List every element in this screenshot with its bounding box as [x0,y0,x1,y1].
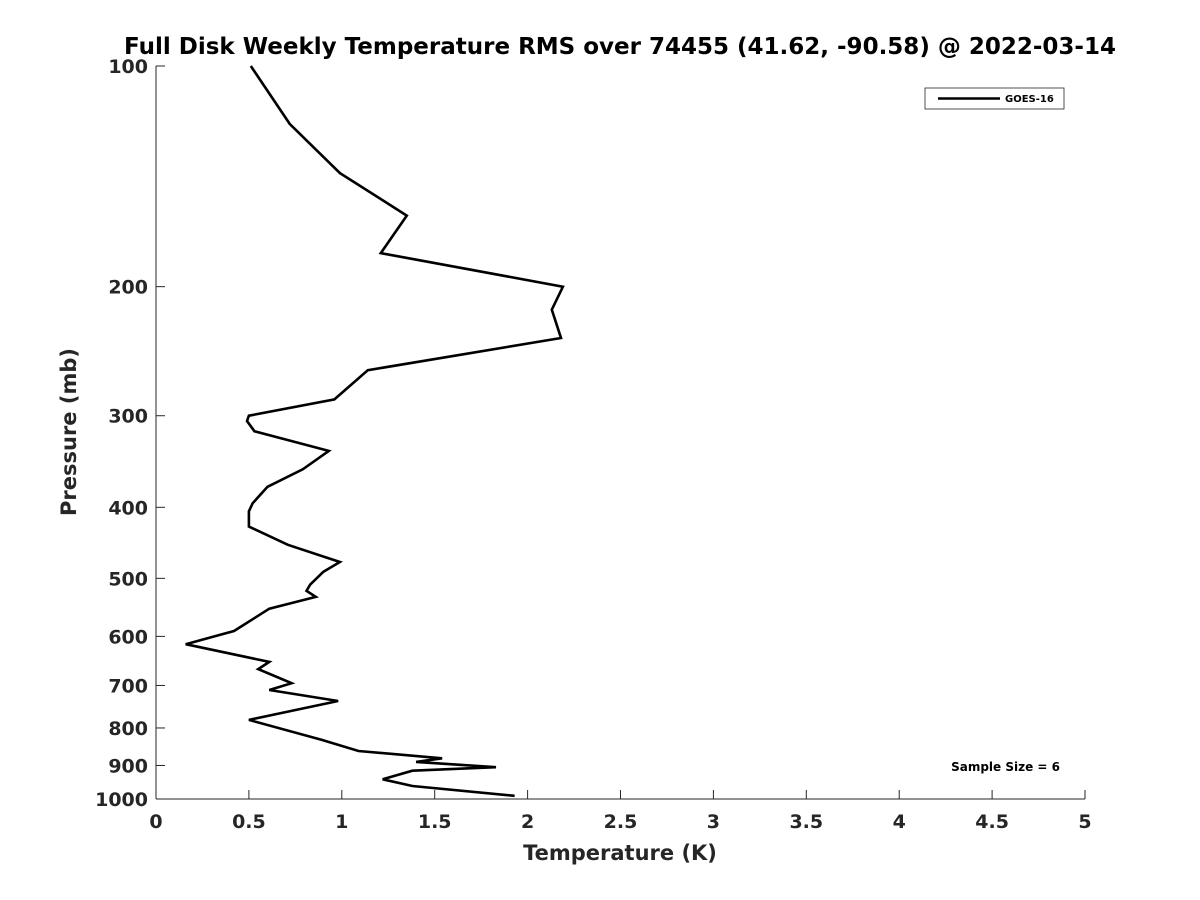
y-tick-label: 900 [108,755,148,777]
legend: GOES-16 [924,87,1065,110]
y-tick-label: 500 [108,568,148,590]
sample-size-annotation: Sample Size = 6 [951,760,1060,774]
legend-label-goes-16: GOES-16 [1005,94,1054,105]
x-tick-label: 3.5 [789,811,823,833]
y-tick-label: 400 [108,497,148,519]
y-tick-label: 200 [108,277,148,299]
x-axis-ticks: 0 0.5 1 1.5 2 2.5 3 3.5 4 4.5 5 [149,790,1092,833]
x-tick-label: 0 [149,811,162,833]
x-tick-label: 4 [893,811,906,833]
x-tick-label: 4.5 [975,811,1009,833]
y-tick-label: 700 [108,675,148,697]
y-tick-label: 800 [108,718,148,740]
x-tick-label: 1 [335,811,348,833]
y-axis-label: Pressure (mb) [57,348,81,516]
x-tick-label: 0.5 [232,811,266,833]
y-tick-label: 600 [108,626,148,648]
y-tick-label: 100 [108,56,148,78]
x-tick-label: 3 [707,811,720,833]
x-tick-label: 5 [1078,811,1091,833]
plot-area [156,66,1085,799]
chart-title: Full Disk Weekly Temperature RMS over 74… [124,34,1116,60]
x-tick-label: 2.5 [604,811,638,833]
y-axis-ticks: 100 200 300 400 500 600 700 800 900 1000 [95,56,165,811]
y-tick-label: 1000 [95,789,148,811]
y-tick-label: 300 [108,406,148,428]
x-axis-label: Temperature (K) [523,841,717,865]
series-points [185,65,564,796]
x-tick-label: 2 [521,811,534,833]
x-tick-label: 1.5 [418,811,452,833]
